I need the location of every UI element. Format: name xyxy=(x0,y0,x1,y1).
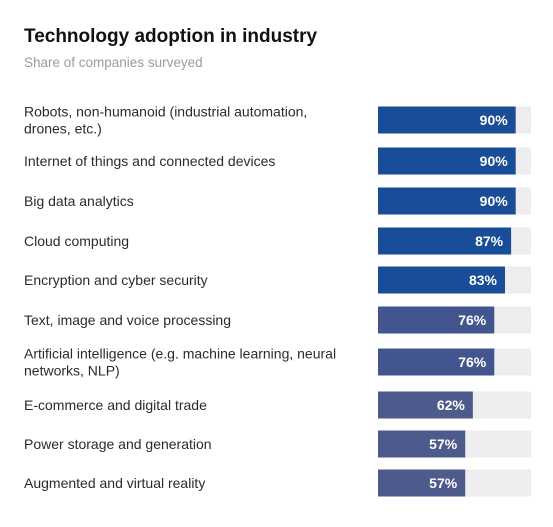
bar xyxy=(378,266,505,294)
category-label: Augmented and virtual reality xyxy=(24,475,205,491)
value-label: 87% xyxy=(475,233,504,249)
category-label: Big data analytics xyxy=(24,193,134,209)
bar xyxy=(378,430,466,458)
value-label: 76% xyxy=(458,312,487,328)
value-label: 90% xyxy=(480,112,509,128)
category-label: Cloud computing xyxy=(24,233,129,249)
chart-title: Technology adoption in industry xyxy=(24,26,318,47)
bar xyxy=(378,391,473,419)
category-label: Artificial intelligence (e.g. machine le… xyxy=(24,346,336,379)
value-label: 83% xyxy=(469,272,498,288)
value-label: 57% xyxy=(429,475,458,491)
category-label: Robots, non-humanoid (industrial automat… xyxy=(24,104,307,137)
category-label: Internet of things and connected devices xyxy=(24,153,275,169)
bar xyxy=(378,227,512,255)
bar xyxy=(378,469,466,497)
value-label: 62% xyxy=(437,397,466,413)
category-label: E-commerce and digital trade xyxy=(24,397,207,413)
bar xyxy=(378,187,516,215)
category-label: Text, image and voice processing xyxy=(24,312,231,328)
value-label: 76% xyxy=(458,354,487,370)
bar xyxy=(378,147,516,175)
bar xyxy=(378,106,516,134)
value-label: 57% xyxy=(429,436,458,452)
bar xyxy=(378,306,495,334)
category-label: Power storage and generation xyxy=(24,436,212,452)
chart-subtitle: Share of companies surveyed xyxy=(24,55,203,70)
value-label: 90% xyxy=(480,153,509,169)
value-label: 90% xyxy=(480,193,509,209)
bar xyxy=(378,348,495,376)
category-label: Encryption and cyber security xyxy=(24,272,208,288)
